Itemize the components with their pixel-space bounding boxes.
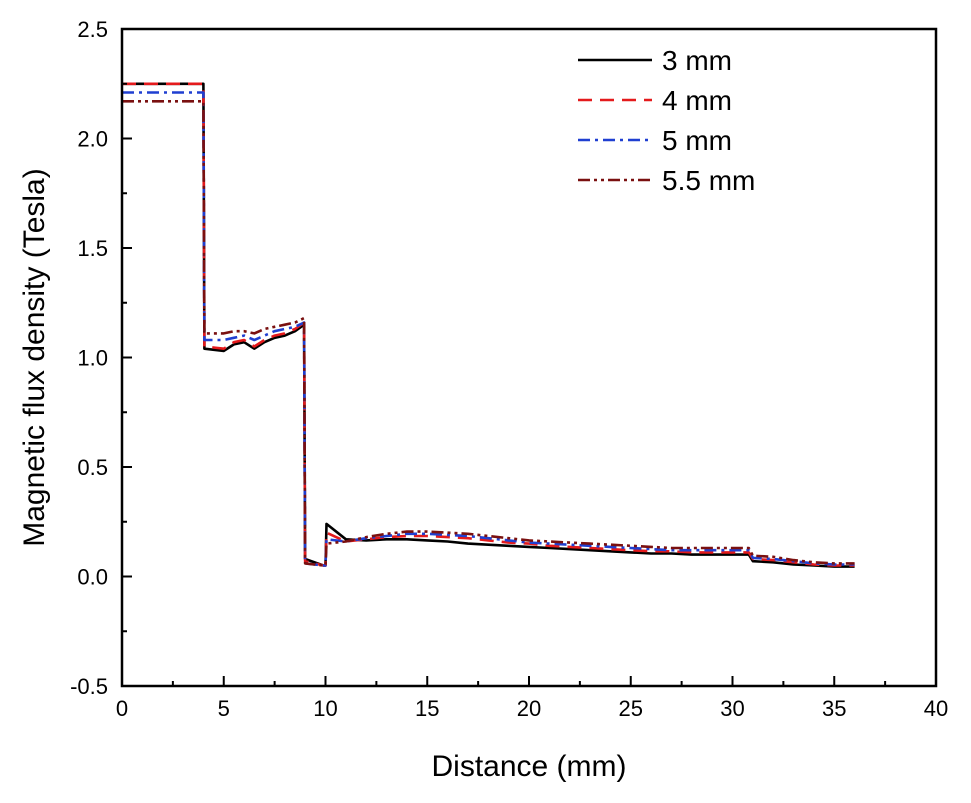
x-tick-label: 25 bbox=[619, 696, 643, 721]
x-axis-title: Distance (mm) bbox=[431, 750, 626, 783]
y-tick-label: 0.5 bbox=[77, 455, 108, 480]
x-tick-label: 30 bbox=[720, 696, 744, 721]
legend-label-4: 5.5 mm bbox=[662, 165, 755, 196]
y-axis-title: Magnetic flux density (Tesla) bbox=[18, 168, 51, 547]
series-line-1 bbox=[122, 82, 855, 568]
y-tick-label: 0.0 bbox=[77, 565, 108, 590]
x-tick-label: 10 bbox=[313, 696, 337, 721]
x-tick-label: 5 bbox=[218, 696, 230, 721]
x-tick-label: 35 bbox=[822, 696, 846, 721]
y-tick-label: 1.5 bbox=[77, 236, 108, 261]
y-tick-label: 2.0 bbox=[77, 127, 108, 152]
y-tick-label: 2.5 bbox=[77, 17, 108, 42]
legend-label-2: 4 mm bbox=[662, 85, 732, 116]
x-tick-label: 15 bbox=[415, 696, 439, 721]
y-tick-label: -0.5 bbox=[70, 674, 108, 699]
series-line-3 bbox=[122, 91, 855, 567]
y-tick-label: 1.0 bbox=[77, 346, 108, 371]
x-tick-label: 0 bbox=[116, 696, 128, 721]
x-tick-label: 40 bbox=[924, 696, 948, 721]
series-line-2 bbox=[122, 82, 855, 567]
legend-label-3: 5 mm bbox=[662, 125, 732, 156]
legend: 3 mm 4 mm 5 mm 5.5 mm bbox=[578, 45, 755, 196]
plot-frame bbox=[120, 27, 938, 688]
series-layer bbox=[122, 82, 855, 568]
legend-label-1: 3 mm bbox=[662, 45, 732, 76]
x-tick-label: 20 bbox=[517, 696, 541, 721]
ticks-layer: 0 5 10 15 20 25 30 35 40 -0.5 0.0 0.5 1.0 1.5 2.0 2.5 bbox=[70, 17, 948, 721]
series-line-4 bbox=[122, 100, 855, 567]
